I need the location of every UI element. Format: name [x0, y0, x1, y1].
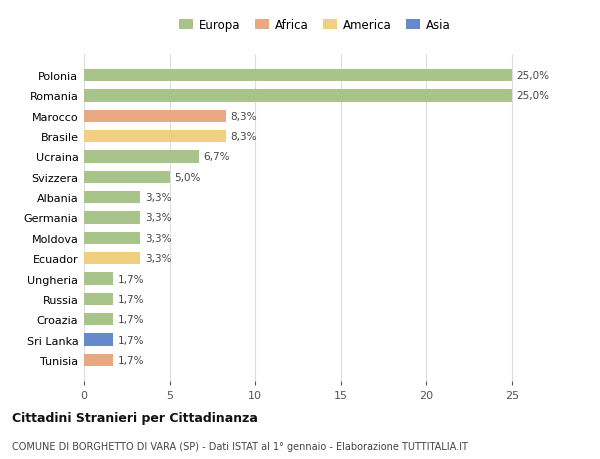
Text: 3,3%: 3,3%: [145, 193, 171, 203]
Text: 25,0%: 25,0%: [516, 71, 549, 81]
Text: 1,7%: 1,7%: [118, 274, 144, 284]
Bar: [84, 131, 226, 143]
Text: 6,7%: 6,7%: [203, 152, 229, 162]
Bar: [84, 192, 140, 204]
Bar: [84, 293, 113, 305]
Text: 1,7%: 1,7%: [118, 355, 144, 365]
Text: COMUNE DI BORGHETTO DI VARA (SP) - Dati ISTAT al 1° gennaio - Elaborazione TUTTI: COMUNE DI BORGHETTO DI VARA (SP) - Dati …: [12, 441, 468, 451]
Bar: [84, 334, 113, 346]
Bar: [84, 111, 226, 123]
Legend: Europa, Africa, America, Asia: Europa, Africa, America, Asia: [176, 15, 454, 35]
Bar: [84, 171, 170, 184]
Bar: [84, 273, 113, 285]
Text: 1,7%: 1,7%: [118, 314, 144, 325]
Bar: [84, 90, 512, 102]
Text: 25,0%: 25,0%: [516, 91, 549, 101]
Bar: [84, 252, 140, 265]
Bar: [84, 313, 113, 325]
Text: 3,3%: 3,3%: [145, 213, 171, 223]
Text: 1,7%: 1,7%: [118, 335, 144, 345]
Bar: [84, 354, 113, 366]
Text: Cittadini Stranieri per Cittadinanza: Cittadini Stranieri per Cittadinanza: [12, 412, 258, 425]
Bar: [84, 151, 199, 163]
Text: 1,7%: 1,7%: [118, 294, 144, 304]
Text: 3,3%: 3,3%: [145, 233, 171, 243]
Bar: [84, 70, 512, 82]
Bar: [84, 212, 140, 224]
Text: 3,3%: 3,3%: [145, 254, 171, 263]
Text: 8,3%: 8,3%: [230, 112, 257, 122]
Text: 5,0%: 5,0%: [174, 173, 200, 182]
Bar: [84, 232, 140, 244]
Text: 8,3%: 8,3%: [230, 132, 257, 142]
